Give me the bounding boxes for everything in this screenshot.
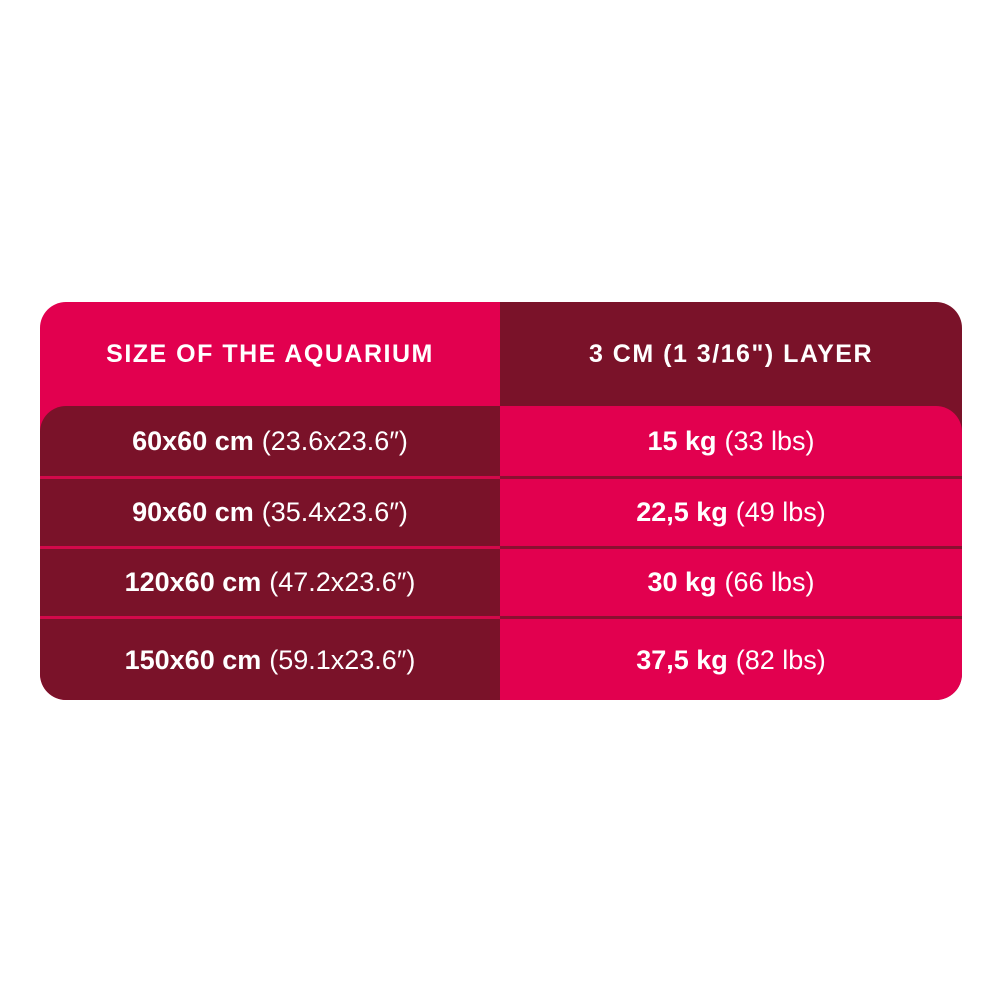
table-row: 120x60 cm (47.2x23.6″) [40, 546, 500, 616]
table-row: 15 kg (33 lbs) [500, 406, 962, 476]
table-row: 150x60 cm (59.1x23.6″) [40, 616, 500, 700]
table-row: 60x60 cm (23.6x23.6″) [40, 406, 500, 476]
table-row: 22,5 kg (49 lbs) [500, 476, 962, 546]
layer-column: 3 CM (1 3/16") LAYER 15 kg (33 lbs) 22,5 … [500, 302, 962, 700]
size-metric: 60x60 cm [132, 425, 254, 456]
header-layer: 3 CM (1 3/16") LAYER [588, 339, 874, 368]
table-row: 90x60 cm (35.4x23.6″) [40, 476, 500, 546]
size-imperial: (23.6x23.6″) [261, 425, 408, 456]
size-metric: 120x60 cm [124, 567, 262, 597]
size-imperial: (59.1x23.6″) [269, 644, 416, 675]
weight-imperial: (82 lbs) [735, 644, 826, 675]
aquarium-weight-table: SIZE OF THE AQUARIUM 60x60 cm (23.6x23.6″… [40, 302, 962, 700]
header-size: SIZE OF THE AQUARIUM [106, 339, 434, 368]
weight-metric: 22,5 kg [636, 497, 728, 527]
size-metric: 90x60 cm [132, 497, 254, 527]
size-imperial: (35.4x23.6″) [261, 497, 408, 527]
weight-metric: 30 kg [647, 567, 717, 597]
weight-metric: 15 kg [647, 425, 717, 456]
size-metric: 150x60 cm [124, 644, 262, 675]
table-row: 30 kg (66 lbs) [500, 546, 962, 616]
weight-imperial: (33 lbs) [724, 425, 815, 456]
size-column: SIZE OF THE AQUARIUM 60x60 cm (23.6x23.6″… [40, 302, 500, 700]
table-row: 37,5 kg (82 lbs) [500, 616, 962, 700]
weight-metric: 37,5 kg [636, 644, 728, 675]
weight-imperial: (66 lbs) [724, 567, 815, 597]
size-imperial: (47.2x23.6″) [269, 567, 416, 597]
weight-imperial: (49 lbs) [735, 497, 826, 527]
